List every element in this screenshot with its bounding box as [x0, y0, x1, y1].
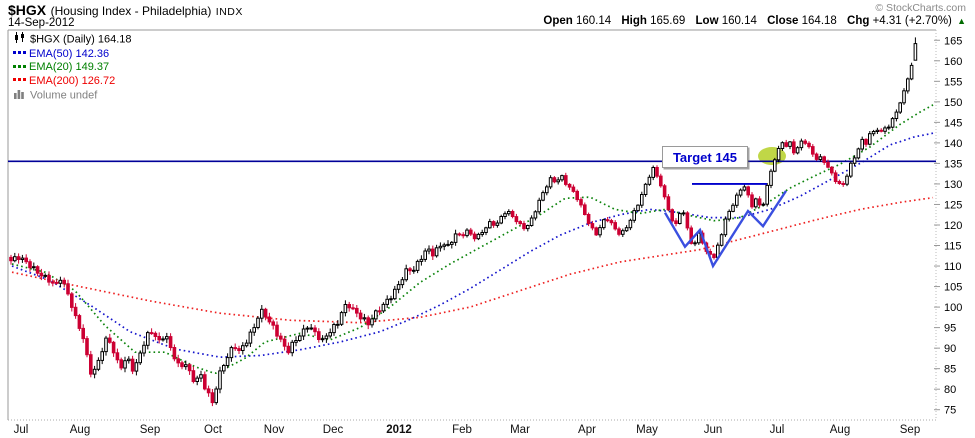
- open-value: 160.14: [575, 15, 612, 27]
- svg-text:120: 120: [944, 220, 962, 232]
- legend: $HGX (Daily) 164.18 EMA(50) 142.36 EMA(2…: [13, 32, 132, 104]
- close-value: 164.18: [801, 15, 837, 27]
- svg-text:Sep: Sep: [140, 424, 160, 436]
- legend-item-price: $HGX (Daily) 164.18: [13, 32, 132, 48]
- svg-text:Apr: Apr: [578, 424, 596, 436]
- symbol-name: (Housing Index - Philadelphia): [50, 4, 212, 18]
- svg-text:Aug: Aug: [70, 424, 90, 436]
- svg-text:Sep: Sep: [900, 424, 920, 436]
- svg-text:130: 130: [944, 179, 962, 191]
- copyright: © StockCharts.com: [875, 2, 966, 14]
- open-label: Open: [543, 15, 573, 27]
- legend-label: EMA(200) 126.72: [29, 74, 116, 87]
- svg-text:Nov: Nov: [264, 424, 285, 436]
- legend-label: Volume undef: [30, 89, 98, 102]
- svg-text:Mar: Mar: [510, 424, 530, 436]
- legend-item-ema20: EMA(20) 149.37: [13, 61, 132, 75]
- svg-text:150: 150: [944, 97, 962, 109]
- legend-item-ema200: EMA(200) 126.72: [13, 75, 132, 89]
- svg-text:Aug: Aug: [830, 424, 850, 436]
- svg-text:Jul: Jul: [14, 424, 29, 436]
- high-label: High: [621, 15, 647, 27]
- svg-text:May: May: [636, 424, 658, 436]
- svg-text:95: 95: [944, 323, 956, 335]
- svg-text:135: 135: [944, 158, 962, 170]
- candlestick-icon: [13, 32, 27, 48]
- target-annotation: Target 145: [662, 146, 748, 168]
- svg-text:140: 140: [944, 138, 962, 150]
- svg-text:100: 100: [944, 302, 962, 314]
- chg-value: +4.31 (+2.70%): [872, 15, 952, 27]
- dotted-line-icon: [13, 51, 26, 55]
- dotted-line-icon: [13, 64, 26, 68]
- chart-title: $HGX (Housing Index - Philadelphia) INDX: [8, 2, 243, 20]
- svg-text:115: 115: [944, 241, 962, 253]
- low-label: Low: [695, 15, 719, 27]
- close-label: Close: [767, 15, 799, 27]
- volume-bars-icon: [13, 88, 27, 104]
- dotted-line-icon: [13, 78, 26, 82]
- high-value: 165.69: [650, 15, 686, 27]
- svg-text:Feb: Feb: [452, 424, 472, 436]
- svg-text:80: 80: [944, 384, 956, 396]
- svg-text:75: 75: [944, 405, 956, 417]
- chart-date: 14-Sep-2012: [8, 17, 75, 29]
- svg-text:145: 145: [944, 117, 962, 129]
- svg-text:155: 155: [944, 76, 962, 88]
- svg-text:165: 165: [944, 35, 962, 47]
- low-value: 160.14: [721, 15, 757, 27]
- legend-label: EMA(20) 149.37: [29, 61, 110, 73]
- quote-row: Open 160.14 High 165.69 Low 160.14 Close…: [536, 15, 966, 27]
- chg-up-arrow-icon: ▲: [957, 16, 966, 26]
- svg-text:Oct: Oct: [204, 424, 223, 436]
- legend-label: $HGX (Daily) 164.18: [30, 33, 132, 46]
- svg-text:90: 90: [944, 343, 956, 355]
- svg-text:85: 85: [944, 364, 956, 376]
- svg-text:105: 105: [944, 282, 962, 294]
- svg-text:110: 110: [944, 261, 962, 273]
- chg-label: Chg: [847, 15, 870, 27]
- svg-text:Jul: Jul: [770, 424, 785, 436]
- legend-item-volume: Volume undef: [13, 88, 132, 104]
- legend-item-ema50: EMA(50) 142.36: [13, 48, 132, 62]
- svg-text:Dec: Dec: [323, 424, 344, 436]
- exchange: INDX: [215, 6, 243, 18]
- legend-label: EMA(50) 142.36: [29, 47, 110, 60]
- symbol: $HGX: [8, 2, 47, 18]
- svg-text:125: 125: [944, 199, 962, 211]
- svg-text:2012: 2012: [386, 424, 412, 436]
- svg-text:160: 160: [944, 56, 962, 68]
- svg-text:Jun: Jun: [704, 424, 723, 436]
